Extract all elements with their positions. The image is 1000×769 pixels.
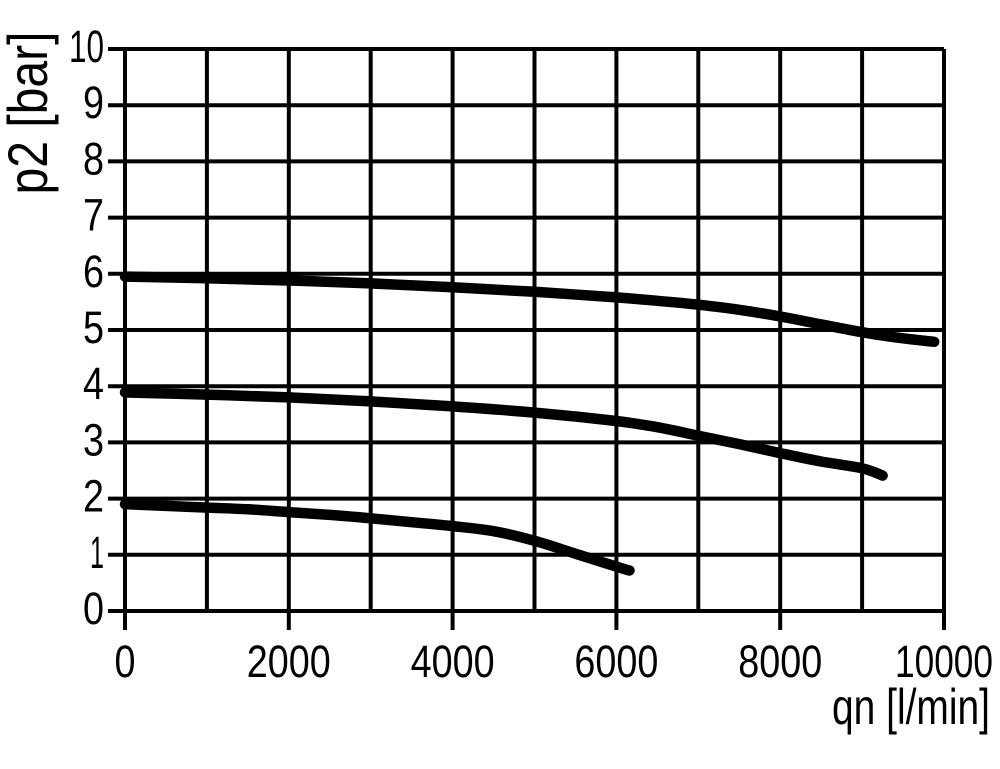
x-tick-label: 4000 bbox=[411, 636, 495, 687]
x-tick-label: 6000 bbox=[574, 636, 658, 687]
flow-curve-middle bbox=[119, 387, 888, 481]
y-tick-label: 10 bbox=[69, 21, 104, 72]
x-axis-title: qn [l/min] bbox=[832, 679, 990, 735]
y-tick-label: 9 bbox=[83, 77, 104, 128]
x-tick-label: 8000 bbox=[738, 636, 822, 687]
x-tick-label: 2000 bbox=[247, 636, 331, 687]
flow-curve-upper bbox=[119, 271, 940, 348]
y-tick-label: 0 bbox=[83, 583, 104, 634]
y-axis-title: p2 [bar] bbox=[0, 32, 59, 195]
y-tick-label: 5 bbox=[83, 302, 104, 353]
y-tick-label: 2 bbox=[83, 471, 104, 522]
x-tick-label: 10000 bbox=[895, 636, 993, 687]
flow-curve-lower bbox=[119, 498, 635, 576]
y-tick-label: 8 bbox=[83, 133, 104, 184]
y-tick-label: 4 bbox=[83, 358, 104, 409]
x-tick-label: 0 bbox=[115, 636, 136, 687]
y-tick-label: 1 bbox=[90, 527, 104, 578]
y-tick-label: 3 bbox=[83, 414, 104, 465]
y-tick-label: 7 bbox=[83, 190, 104, 241]
y-tick-label: 6 bbox=[83, 246, 104, 297]
